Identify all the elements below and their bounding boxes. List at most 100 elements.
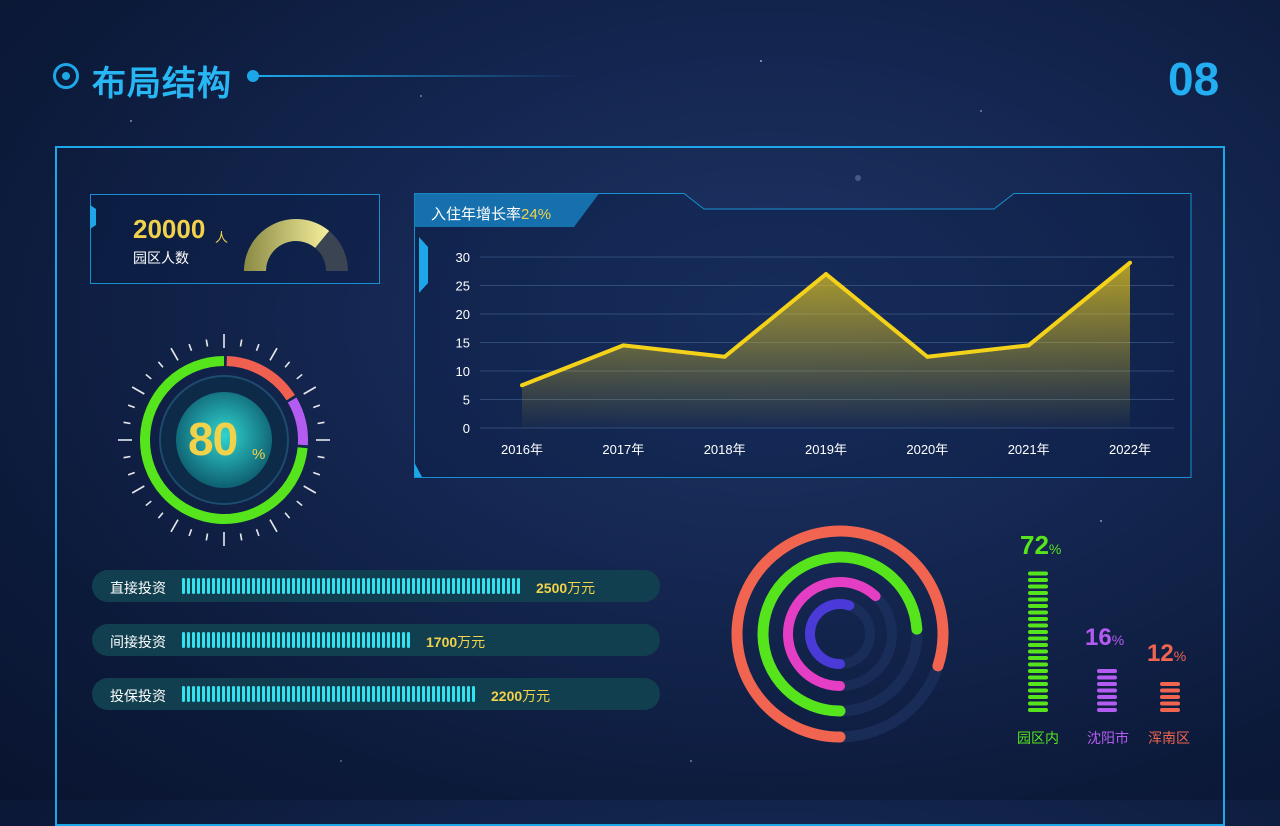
gauge-tick <box>145 373 152 380</box>
investment-bar-segment <box>237 686 240 702</box>
region-bar-segment <box>1028 604 1048 608</box>
investment-bar-segment <box>182 578 185 594</box>
investment-bar-segment <box>397 686 400 702</box>
gauge-tick <box>145 500 152 507</box>
investment-bar-segment <box>197 578 200 594</box>
region-bar-segment <box>1160 701 1180 706</box>
investment-bar-segment <box>297 578 300 594</box>
investment-bar-segment <box>352 686 355 702</box>
investment-bar-segment <box>267 686 270 702</box>
gauge-tick <box>188 343 193 352</box>
ring-chart <box>731 525 949 743</box>
data-point <box>1128 260 1132 265</box>
investment-bar-segment <box>477 578 480 594</box>
investment-bar-segment <box>307 686 310 702</box>
investment-bar-segment <box>262 578 265 594</box>
investment-bar-segment <box>292 686 295 702</box>
gauge-tick <box>303 485 317 494</box>
region-bar-segment <box>1028 682 1048 686</box>
investment-bar-segment <box>317 686 320 702</box>
y-tick-label: 20 <box>456 307 470 322</box>
investment-bar-segment <box>257 578 260 594</box>
people-count-value: 20000 <box>133 214 206 244</box>
investment-bar-segment <box>492 578 495 594</box>
card-tab-decoration <box>90 205 96 229</box>
people-count-unit: 人 <box>215 230 229 245</box>
region-bar-segment <box>1028 617 1048 621</box>
investment-bar-segment <box>292 632 295 648</box>
region-bar-segment <box>1097 708 1117 712</box>
gauge-unit: % <box>252 446 266 463</box>
investment-bar-segment <box>462 686 465 702</box>
data-point <box>520 383 524 388</box>
investment-bar-segment <box>237 578 240 594</box>
y-tick-label: 5 <box>463 393 470 408</box>
investment-bar-segment <box>377 686 380 702</box>
investment-bar-segment <box>357 632 360 648</box>
investment-bar-segment <box>362 686 365 702</box>
investment-bar-segment <box>192 632 195 648</box>
investment-bar-segment <box>242 578 245 594</box>
investment-bar-segment <box>212 686 215 702</box>
big-gauge <box>118 334 330 546</box>
investment-bar-segment <box>362 578 365 594</box>
gauge-tick <box>317 455 325 459</box>
region-bar-segment <box>1028 656 1048 660</box>
region-bar-segment <box>1028 597 1048 602</box>
region-bar-segment <box>1028 610 1048 615</box>
y-tick-label: 30 <box>456 250 470 265</box>
region-bar-segment <box>1097 682 1117 686</box>
investment-bar-segment <box>422 578 425 594</box>
investment-bar-segment <box>227 578 230 594</box>
investment-bar-segment <box>327 632 330 648</box>
investment-bar-segment <box>327 578 330 594</box>
region-bar-segment <box>1028 578 1048 582</box>
investment-bar-segment <box>312 686 315 702</box>
investment-bar-segment <box>277 686 280 702</box>
data-point <box>925 354 930 359</box>
gauge-tick <box>157 512 164 519</box>
investment-label: 间接投资 <box>110 634 166 650</box>
gauge-tick <box>205 339 209 347</box>
investment-bar-segment <box>347 686 350 702</box>
region-bars <box>1028 571 1180 712</box>
investment-bar-segment <box>187 578 190 594</box>
region-bar-segment <box>1097 688 1117 693</box>
investment-bar-segment <box>297 632 300 648</box>
investment-bar-segment <box>452 578 455 594</box>
investment-bar-segment <box>437 578 440 594</box>
investment-bar-segment <box>207 578 210 594</box>
investment-bar-segment <box>217 632 220 648</box>
investment-bar-segment <box>322 632 325 648</box>
data-point <box>1026 343 1031 348</box>
investment-bar-segment <box>347 578 350 594</box>
gauge-tick <box>205 533 209 541</box>
investment-bar-segment <box>242 686 245 702</box>
investment-bar-segment <box>247 578 250 594</box>
investment-bar-segment <box>382 578 385 594</box>
region-pct-shenyang: 16% <box>1085 624 1125 651</box>
investment-bar-segment <box>227 686 230 702</box>
investment-bar-segment <box>362 632 365 648</box>
investment-bar-segment <box>412 578 415 594</box>
investment-bar-segment <box>442 686 445 702</box>
y-tick-label: 0 <box>463 421 470 436</box>
investment-bar-segment <box>387 632 390 648</box>
investment-bar-segment <box>417 686 420 702</box>
investment-bar-segment <box>357 578 360 594</box>
investment-bar-segment <box>232 686 235 702</box>
region-bar-segment <box>1097 701 1117 706</box>
investment-bar-segment <box>372 632 375 648</box>
region-bar-segment <box>1028 688 1048 693</box>
investment-bar-segment <box>377 632 380 648</box>
investment-row-insured: 投保投资 2200万元 <box>92 678 660 710</box>
gauge-tick <box>296 500 303 507</box>
investment-bar-segment <box>367 578 370 594</box>
investment-row-indirect: 间接投资 1700万元 <box>92 624 660 656</box>
investment-bar-segment <box>337 686 340 702</box>
investment-bar-segment <box>357 686 360 702</box>
investment-bar-segment <box>242 632 245 648</box>
investment-bar-segment <box>402 686 405 702</box>
region-bar-segment <box>1160 708 1180 712</box>
region-bar-segment <box>1160 688 1180 693</box>
